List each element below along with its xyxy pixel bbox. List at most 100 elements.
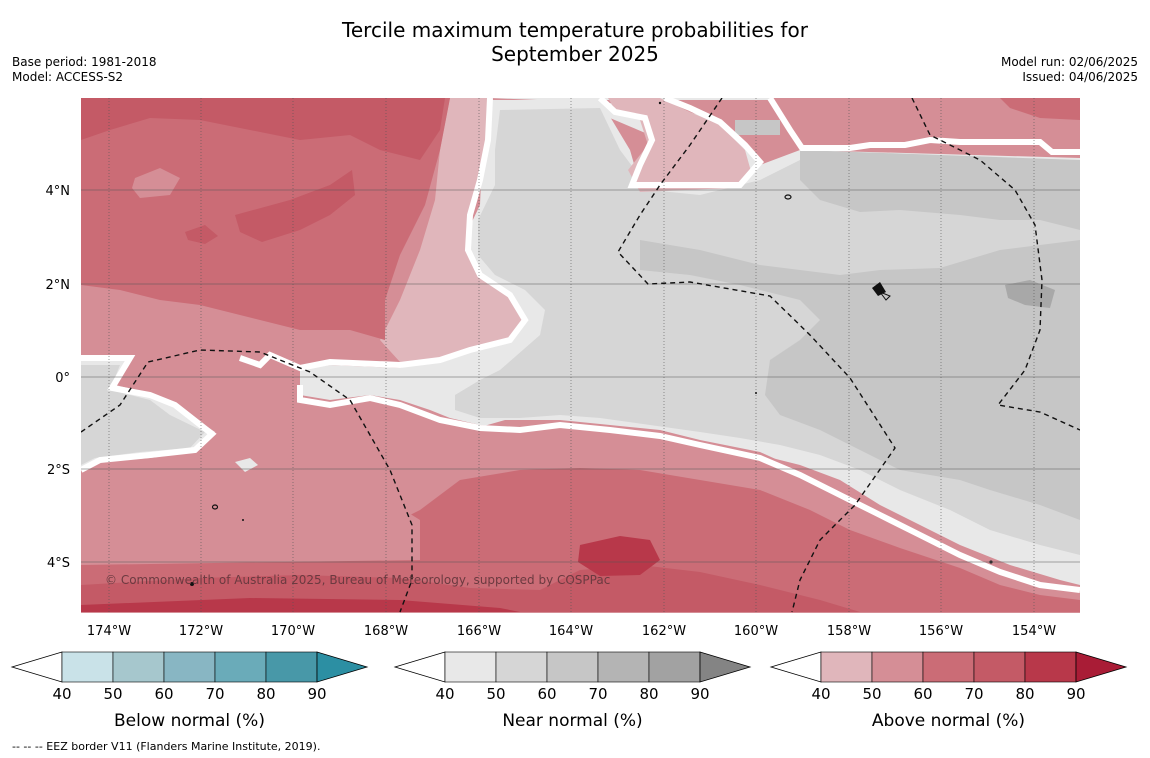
colorbar-title: Near normal (%) <box>502 711 642 731</box>
lon-label: 160°W <box>734 624 778 639</box>
colorbar-tick-label: 70 <box>964 685 983 703</box>
region-near-60c <box>735 120 780 135</box>
colorbar-segment <box>820 651 873 683</box>
eez-footnote: -- -- -- EEZ border V11 (Flanders Marine… <box>12 740 321 753</box>
colorbar-segment <box>648 651 701 683</box>
chart-title-line2: September 2025 <box>491 42 659 66</box>
chart-title-line1: Tercile maximum temperature probabilitie… <box>342 18 808 42</box>
colorbar-title: Below normal (%) <box>114 711 265 731</box>
chart-title: Tercile maximum temperature probabilitie… <box>0 18 1150 66</box>
lat-label: 2°S <box>47 463 70 478</box>
colorbar-segment <box>495 651 548 683</box>
colorbar-segment <box>265 651 318 683</box>
lon-label: 164°W <box>549 624 593 639</box>
island-7 <box>658 101 662 105</box>
colorbar-segment <box>597 651 650 683</box>
colorbar-tick-label: 40 <box>52 685 71 703</box>
colorbar-over-arrow <box>316 651 369 683</box>
meta-right: Model run: 02/06/2025 Issued: 04/06/2025 <box>1001 55 1138 85</box>
eez-border-3 <box>911 98 1080 431</box>
colorbar-under-arrow <box>393 651 446 683</box>
lon-label: 156°W <box>919 624 963 639</box>
map-shading <box>81 98 1080 613</box>
longitude-labels: 174°W 172°W 170°W 168°W 166°W 164°W 162°W 160°W… <box>87 624 1056 639</box>
lat-label: 2°N <box>46 278 71 293</box>
colorbar-tick-label: 40 <box>811 685 830 703</box>
eez-border-2 <box>617 98 896 613</box>
issued-text: Issued: 04/06/2025 <box>1022 70 1138 84</box>
region-near-island <box>235 458 258 472</box>
colorbar-tick-label: 60 <box>154 685 173 703</box>
colorbar-segment <box>214 651 267 683</box>
lon-label: 168°W <box>364 624 408 639</box>
colorbar-segment <box>112 651 165 683</box>
gridlines <box>81 98 1080 612</box>
eez-border-1 <box>81 349 413 613</box>
region-above-70 <box>81 98 445 160</box>
island-2 <box>878 290 891 301</box>
colorbar-over-arrow <box>699 651 752 683</box>
colorbar-segment <box>444 651 497 683</box>
region-above-60c <box>81 495 420 565</box>
colorbar-segment <box>163 651 216 683</box>
lon-label: 154°W <box>1012 624 1056 639</box>
colorbar-segment <box>871 651 924 683</box>
colorbar-tick-label: 80 <box>1015 685 1034 703</box>
meta-left: Base period: 1981-2018 Model: ACCESS-S2 <box>12 55 157 85</box>
colorbar-over-arrow <box>1075 651 1128 683</box>
colorbar-tick-label: 90 <box>690 685 709 703</box>
colorbar-tick-label: 60 <box>913 685 932 703</box>
lon-label: 166°W <box>457 624 501 639</box>
lon-label: 162°W <box>642 624 686 639</box>
lon-label: 172°W <box>179 624 223 639</box>
region-near-70 <box>1005 280 1055 308</box>
island-9 <box>755 392 757 394</box>
colorbar-near: 40 50 60 70 80 90 Near normal (%) <box>393 651 752 731</box>
lat-label: 4°S <box>47 556 70 571</box>
colorbar-under-arrow <box>769 651 822 683</box>
eez-borders <box>81 98 1080 613</box>
lat-label: 0° <box>55 371 70 386</box>
colorbars: 40 50 60 70 80 90 Below normal (%) 40 50 60 70 80 90… <box>10 651 1128 731</box>
colorbar-segment <box>546 651 599 683</box>
region-above-40d <box>132 168 180 198</box>
region-above-70c <box>185 225 218 244</box>
islands <box>190 101 993 586</box>
boundary-line-5 <box>767 98 1080 155</box>
island-4 <box>211 504 219 510</box>
region-near-60 <box>640 240 1080 520</box>
region-above-80 <box>578 536 660 576</box>
colorbar-tick-label: 50 <box>486 685 505 703</box>
boundary-line-4 <box>597 98 764 188</box>
colorbar-tick-label: 50 <box>862 685 881 703</box>
colorbar-tick-label: 80 <box>256 685 275 703</box>
region-above-80b <box>81 598 520 612</box>
island-6 <box>242 519 244 521</box>
colorbar-above: 40 50 60 70 80 90 Above normal (%) <box>769 651 1128 731</box>
island-5 <box>190 582 194 586</box>
lat-label: 4°N <box>46 184 71 199</box>
lon-label: 170°W <box>271 624 315 639</box>
base-period-text: Base period: 1981-2018 <box>12 55 157 69</box>
latitude-labels: 4°N 2°N 0° 2°S 4°S <box>46 184 71 571</box>
colorbar-segment <box>1024 651 1077 683</box>
lon-label: 174°W <box>87 624 131 639</box>
island-3 <box>784 194 792 200</box>
colorbar-tick-label: 70 <box>588 685 607 703</box>
island-8 <box>989 560 993 564</box>
boundary-line-2 <box>81 355 217 473</box>
colorbar-tick-label: 90 <box>1066 685 1085 703</box>
region-above-top-right-b <box>1000 98 1080 120</box>
region-above-40b <box>380 98 525 362</box>
boundary-line-3 <box>297 385 1080 593</box>
colorbar-tick-label: 60 <box>537 685 556 703</box>
colorbar-segment <box>973 651 1026 683</box>
colorbar-tick-label: 80 <box>639 685 658 703</box>
colorbar-tick-label: 70 <box>205 685 224 703</box>
colorbar-segment <box>61 651 114 683</box>
model-run-text: Model run: 02/06/2025 <box>1000 55 1138 69</box>
colorbar-tick-label: 50 <box>103 685 122 703</box>
copyright-text: © Commonwealth of Australia 2025, Bureau… <box>105 573 610 587</box>
model-text: Model: ACCESS-S2 <box>12 70 124 84</box>
